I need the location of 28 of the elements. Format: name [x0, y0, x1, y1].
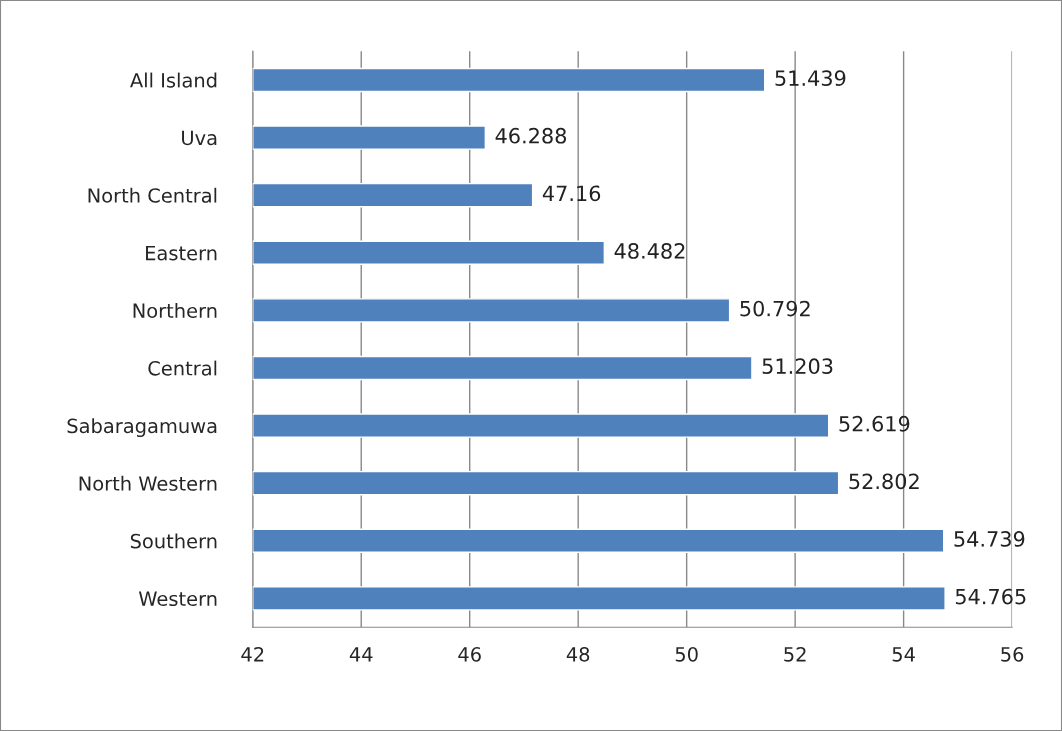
data-label: 54.765 [955, 588, 1026, 605]
data-label: 47.16 [542, 185, 601, 202]
x-tick-label: 46 [458, 646, 481, 662]
y-tick-label: Southern [130, 533, 217, 549]
data-label: 51.439 [775, 70, 846, 87]
data-label: 46.288 [495, 127, 567, 144]
y-tick-label: All Island [130, 72, 217, 88]
data-label: 48.482 [614, 243, 685, 259]
x-tick-label: 42 [241, 646, 264, 662]
data-label: 52.619 [839, 415, 910, 432]
data-label: 54.739 [954, 531, 1025, 547]
data-label: 51.203 [762, 358, 833, 375]
data-label: 50.792 [740, 300, 810, 317]
y-tick-label: North Western [79, 475, 217, 491]
y-tick-label: Uva [182, 130, 217, 146]
x-tick-label: 48 [566, 646, 590, 662]
x-tick-label: 54 [892, 647, 915, 662]
y-tick-label: Sabaragamuwa [67, 418, 217, 438]
y-tick-label: Northern [133, 303, 217, 319]
x-tick-label: 44 [349, 647, 373, 662]
y-tick-label: Eastern [146, 245, 217, 261]
y-tick-label: Central [148, 360, 217, 376]
y-tick-label: North Central [88, 187, 217, 203]
x-tick-label: 56 [1001, 646, 1024, 662]
x-tick-label: 52 [784, 646, 806, 662]
data-label: 52.802 [849, 473, 919, 490]
y-tick-label: Western [138, 591, 217, 607]
x-tick-label: 50 [675, 646, 698, 662]
